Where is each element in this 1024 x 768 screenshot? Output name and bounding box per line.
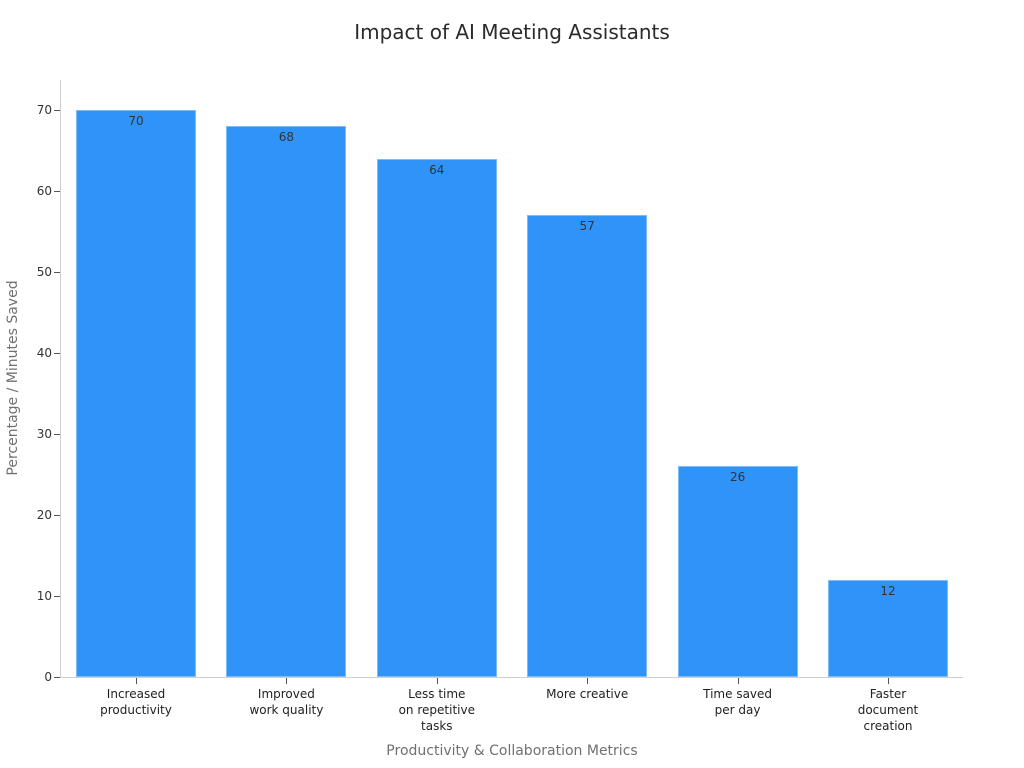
x-tick-label: Improved work quality — [249, 687, 324, 717]
bar: 64 — [376, 158, 497, 677]
bar-value-label: 26 — [729, 470, 746, 485]
x-tick — [737, 678, 739, 684]
x-tick-label: Increased productivity — [100, 687, 172, 717]
y-tick — [54, 110, 60, 111]
y-tick — [54, 596, 60, 597]
bar-value-label: 64 — [429, 162, 445, 177]
y-tick-label: 10 — [36, 589, 52, 603]
y-tick-label: 20 — [36, 508, 52, 522]
y-tick — [54, 353, 60, 354]
y-tick-label: 40 — [36, 346, 52, 360]
bar: 70 — [76, 110, 196, 677]
y-tick — [54, 515, 60, 516]
y-tick — [54, 191, 60, 192]
y-axis-line — [60, 80, 61, 677]
y-tick-label: 70 — [36, 103, 52, 117]
x-axis-label: Productivity & Collaboration Metrics — [386, 743, 638, 759]
x-tick — [436, 678, 438, 684]
y-tick — [54, 677, 60, 678]
bar: 26 — [677, 466, 798, 677]
x-tick — [136, 678, 137, 684]
y-axis-label: Percentage / Minutes Saved — [5, 280, 21, 476]
bar-value-label: 70 — [128, 114, 144, 128]
bar: 12 — [828, 579, 948, 677]
y-tick-label: 0 — [44, 670, 52, 684]
bar: 68 — [226, 126, 347, 677]
x-tick — [587, 678, 589, 684]
x-tick — [286, 678, 288, 684]
bar-value-label: 12 — [880, 583, 896, 598]
bar: 57 — [527, 215, 648, 677]
y-tick-label: 60 — [36, 184, 52, 198]
x-axis-line — [60, 677, 963, 678]
y-tick-label: 50 — [36, 265, 52, 279]
x-tick-label: Faster document creation — [857, 687, 919, 733]
x-tick — [888, 678, 889, 684]
x-tick-label: Less time on repetitive tasks — [398, 687, 475, 733]
bar-value-label: 57 — [579, 219, 595, 234]
x-tick-label: Time saved per day — [703, 687, 773, 717]
y-tick-label: 30 — [36, 427, 52, 441]
chart-title: Impact of AI Meeting Assistants — [354, 20, 670, 44]
y-tick — [54, 272, 60, 273]
y-tick — [54, 434, 60, 435]
x-tick-label: More creative — [546, 687, 629, 701]
bar-value-label: 68 — [278, 130, 295, 145]
